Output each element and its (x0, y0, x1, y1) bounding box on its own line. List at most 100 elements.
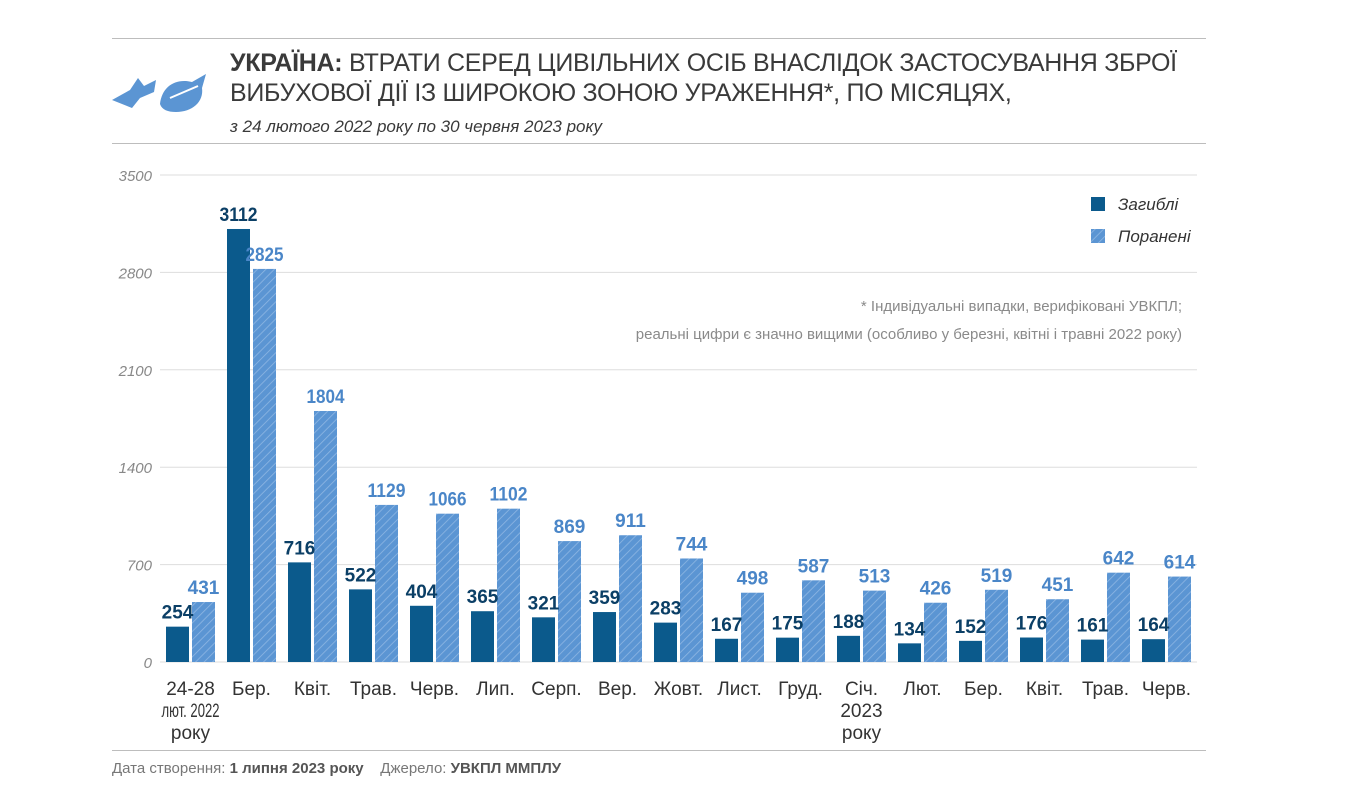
note-line-1: * Індивідуальні випадки, верифіковані УВ… (861, 298, 1182, 315)
x-tick-label: Жовт. (654, 679, 703, 700)
bar-injured (192, 602, 215, 662)
value-label-injured: 642 (1103, 549, 1135, 570)
value-label-killed: 321 (528, 593, 560, 614)
value-label-injured: 451 (1042, 575, 1074, 596)
bar-killed (1020, 637, 1043, 662)
value-label-injured: 614 (1164, 553, 1196, 574)
bar-injured (253, 268, 276, 662)
bar-injured (924, 602, 947, 662)
x-tick-label: Лист. (717, 679, 761, 700)
y-tick-label: 1400 (119, 460, 153, 477)
value-label-injured: 911 (615, 511, 646, 532)
value-label-injured: 869 (554, 517, 586, 538)
x-tick-label: лют. 2022 (162, 701, 220, 722)
value-label-killed: 3112 (220, 205, 258, 226)
value-label-injured: 2825 (246, 245, 284, 266)
bar-killed (776, 637, 799, 662)
value-label-injured: 1066 (429, 490, 467, 511)
title-bold: УКРАЇНА: (230, 49, 343, 77)
x-tick-label: Бер. (964, 679, 1003, 700)
x-tick-label: Серп. (531, 679, 581, 700)
footer: Дата створення: 1 липня 2023 року Джерел… (112, 760, 561, 777)
title-line-1: ВТРАТИ СЕРЕД ЦИВІЛЬНИХ ОСІБ ВНАСЛІДОК ЗА… (348, 49, 1177, 77)
bar-injured (497, 508, 520, 662)
x-tick-label: Квіт. (294, 679, 331, 700)
value-label-killed: 134 (894, 619, 926, 640)
value-label-killed: 167 (711, 615, 743, 636)
x-tick-label: Черв. (410, 679, 459, 700)
value-label-injured: 1129 (368, 481, 406, 502)
bar-killed (837, 635, 860, 662)
value-label-killed: 365 (467, 587, 499, 608)
value-label-injured: 498 (737, 569, 769, 590)
y-tick-label: 2800 (118, 265, 153, 282)
value-label-killed: 188 (833, 612, 865, 633)
value-label-injured: 426 (920, 579, 952, 600)
chart-subtitle: з 24 лютого 2022 року по 30 червня 2023 … (230, 117, 603, 136)
bar-injured (314, 410, 337, 662)
bar-injured (1046, 599, 1069, 662)
bar-injured (375, 504, 398, 662)
x-tick-label: Трав. (1082, 679, 1129, 700)
bar-killed (654, 622, 677, 662)
x-tick-label: року (171, 723, 211, 744)
bar-killed (349, 589, 372, 662)
bar-killed (898, 643, 921, 662)
bar-killed (959, 640, 982, 662)
y-tick-label: 2100 (118, 363, 153, 380)
title-line-2: ВИБУХОВОЇ ДІЇ ІЗ ШИРОКОЮ ЗОНОЮ УРАЖЕННЯ*… (230, 79, 1012, 107)
legend-label-killed: Загиблі (1118, 195, 1180, 214)
bar-injured (619, 535, 642, 662)
weapon-icon (112, 74, 206, 112)
value-label-killed: 152 (955, 617, 987, 638)
bar-killed (1081, 639, 1104, 662)
bar-injured (741, 592, 764, 662)
x-tick-label: Черв. (1142, 679, 1191, 700)
x-tick-label: Лют. (903, 679, 941, 700)
source-value: УВКПЛ ММПЛУ (450, 760, 562, 777)
bar-killed (471, 611, 494, 662)
x-tick-label: 24-28 (166, 679, 215, 700)
source-label: Джерело: (380, 760, 447, 777)
bar-injured (436, 513, 459, 662)
chart-title: УКРАЇНА: ВТРАТИ СЕРЕД ЦИВІЛЬНИХ ОСІБ ВНА… (230, 48, 1177, 108)
value-label-killed: 716 (284, 538, 316, 559)
bar-killed (715, 638, 738, 662)
title-rule (112, 143, 1206, 144)
value-label-killed: 522 (345, 565, 377, 586)
value-label-killed: 404 (406, 582, 438, 603)
value-label-injured: 1804 (307, 387, 345, 408)
y-tick-label: 0 (144, 655, 153, 672)
x-tick-label: Квіт. (1026, 679, 1063, 700)
value-label-injured: 1102 (490, 485, 528, 506)
bar-injured (1168, 576, 1191, 662)
x-tick-label: 2023 (840, 701, 882, 722)
bar-killed (410, 605, 433, 662)
value-label-killed: 176 (1016, 614, 1048, 635)
x-tick-label: року (842, 723, 882, 744)
x-tick-label: Вер. (598, 679, 637, 700)
y-tick-label: 700 (127, 558, 153, 575)
x-tick-label: Бер. (232, 679, 271, 700)
x-tick-label: Трав. (350, 679, 397, 700)
bar-injured (863, 590, 886, 662)
value-label-killed: 254 (162, 603, 194, 624)
x-tick-label: Лип. (476, 679, 515, 700)
value-label-killed: 164 (1138, 615, 1170, 636)
bar-killed (593, 612, 616, 662)
value-label-injured: 513 (859, 567, 891, 588)
bar-killed (532, 617, 555, 662)
value-label-injured: 431 (188, 578, 220, 599)
x-tick-label: Груд. (778, 679, 823, 700)
note-line-2: реальні цифри є значно вищими (особливо … (636, 326, 1182, 343)
value-label-killed: 175 (772, 614, 804, 635)
value-label-injured: 744 (676, 534, 708, 555)
bar-killed (227, 228, 250, 662)
bar-injured (802, 580, 825, 662)
value-label-killed: 283 (650, 599, 682, 620)
top-rule (112, 38, 1206, 39)
bar-injured (558, 541, 581, 662)
bar-injured (1107, 572, 1130, 662)
created-label: Дата створення: (112, 760, 226, 777)
